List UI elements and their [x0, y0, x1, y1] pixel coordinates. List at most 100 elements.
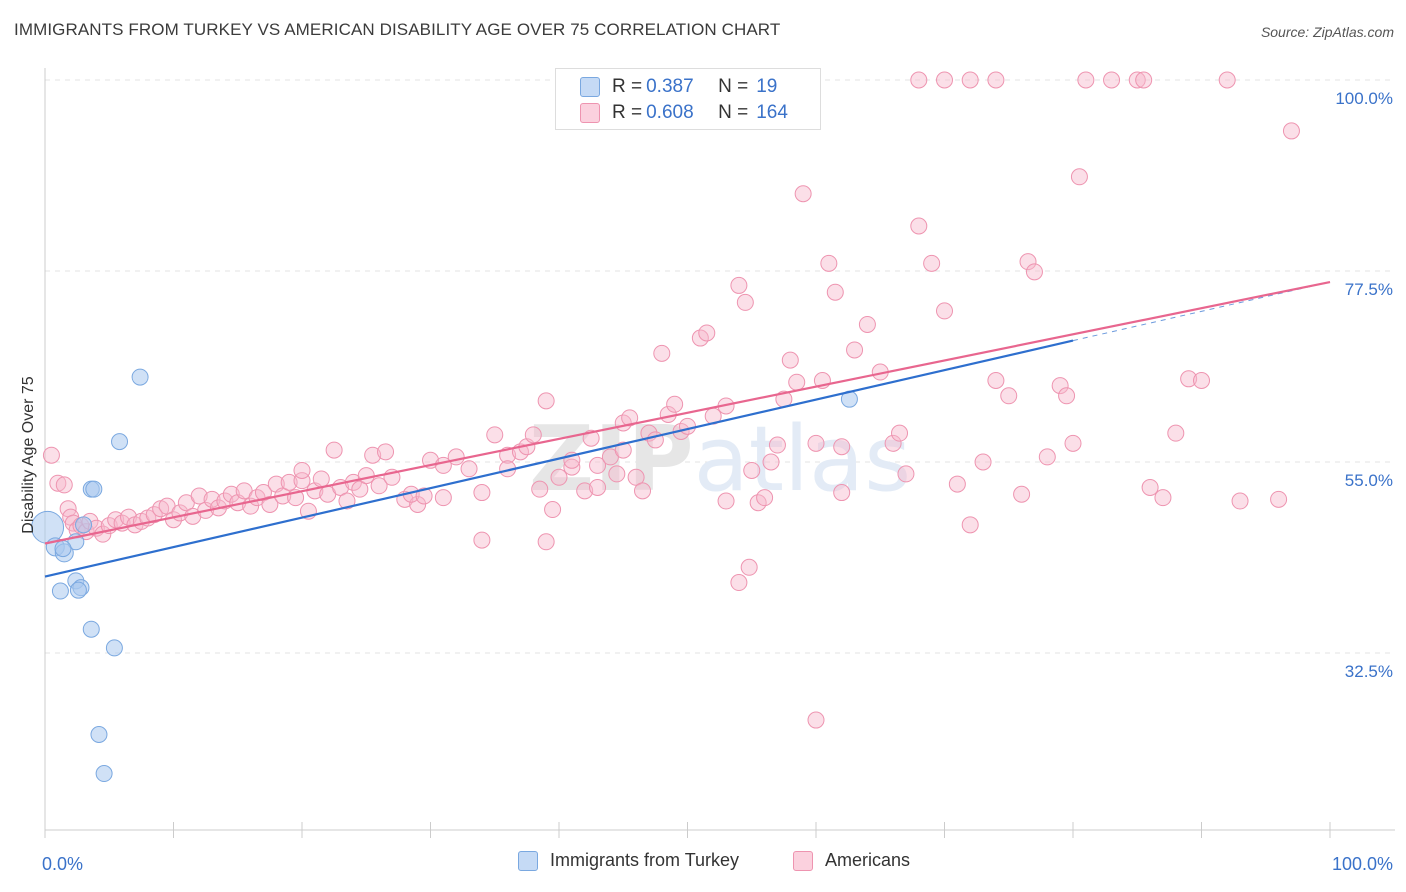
legend-n-value: 19: [756, 76, 778, 97]
legend-row-americans: R = 0.608 N = 164: [580, 100, 788, 126]
data-point-americans: [627, 468, 645, 486]
x-tick-label: 100.0%: [1332, 854, 1393, 874]
data-point-americans: [730, 574, 748, 592]
data-point-americans: [740, 558, 758, 576]
data-point-americans: [190, 487, 208, 505]
data-point-americans: [1038, 448, 1056, 466]
y-tick-label: 100.0%: [1335, 89, 1393, 108]
y-axis-label: Disability Age Over 75: [20, 376, 37, 534]
data-point-americans: [357, 467, 375, 485]
data-point-americans: [698, 324, 716, 342]
trend-line-turkey: [44, 339, 1074, 578]
y-tick-label: 55.0%: [1345, 471, 1393, 490]
data-point-americans: [736, 293, 754, 311]
data-point-americans: [730, 276, 748, 294]
data-point-americans: [1058, 387, 1076, 405]
data-point-americans: [1154, 489, 1172, 507]
data-point-americans: [351, 480, 369, 498]
data-point-americans: [1135, 71, 1153, 89]
data-point-americans: [415, 487, 433, 505]
data-point-americans: [762, 453, 780, 471]
legend-label-turkey: Immigrants from Turkey: [550, 850, 740, 870]
data-point-americans: [846, 341, 864, 359]
data-point-turkey: [69, 581, 87, 599]
data-point-americans: [473, 531, 491, 549]
data-point-americans: [293, 461, 311, 479]
data-point-americans: [576, 482, 594, 500]
data-point-turkey: [111, 433, 129, 451]
data-point-americans: [936, 71, 953, 89]
data-point-turkey: [82, 620, 100, 638]
legend-label-americans: Americans: [825, 850, 911, 870]
data-point-americans: [910, 71, 928, 89]
legend-row-turkey: R = 0.387 N = 19: [580, 74, 777, 100]
data-point-americans: [338, 492, 356, 510]
data-point-americans: [768, 436, 786, 454]
data-point-americans: [1167, 424, 1185, 442]
data-point-americans: [1000, 387, 1018, 405]
data-point-americans: [961, 516, 979, 534]
axes: [44, 68, 1395, 838]
data-point-americans: [1025, 263, 1043, 281]
data-point-americans: [486, 426, 504, 444]
data-point-americans: [1231, 492, 1249, 510]
turkey-points: [31, 368, 858, 783]
trend-line-americans: [44, 280, 1331, 545]
data-point-turkey: [95, 765, 113, 783]
data-point-americans: [833, 438, 851, 456]
data-point-americans: [544, 501, 562, 519]
data-point-americans: [1180, 370, 1198, 388]
data-point-americans: [987, 372, 1005, 390]
data-point-americans: [434, 489, 452, 507]
data-point-americans: [531, 480, 549, 498]
data-point-americans: [820, 254, 838, 272]
data-point-americans: [325, 441, 343, 459]
data-point-americans: [833, 484, 851, 502]
data-point-americans: [608, 465, 626, 483]
data-point-turkey: [105, 639, 123, 657]
data-point-americans: [961, 71, 979, 89]
legend-r-value: 0.387: [646, 76, 694, 97]
data-point-americans: [1051, 377, 1069, 395]
x-tick-label: 0.0%: [42, 854, 83, 874]
data-point-americans: [621, 409, 639, 427]
data-point-americans: [293, 472, 311, 490]
legend-r-value: 0.608: [646, 102, 694, 123]
data-point-americans: [807, 434, 825, 452]
legend-item-americans[interactable]: Americans: [793, 850, 910, 871]
data-point-americans: [145, 506, 163, 524]
data-point-americans: [1128, 71, 1146, 89]
tick-labels: 100.0% 77.5% 55.0% 32.5% 0.0% 100.0%: [42, 89, 1393, 874]
data-point-americans: [261, 495, 279, 513]
legend-swatch-blue: [518, 850, 538, 871]
data-point-americans: [280, 473, 298, 491]
data-point-americans: [948, 475, 966, 493]
series-legend: Immigrants from Turkey Americans: [0, 850, 1406, 880]
data-point-americans: [788, 373, 806, 391]
data-point-turkey: [54, 540, 72, 558]
data-point-americans: [826, 283, 844, 301]
source-label: Source: ZipAtlas.com: [1260, 24, 1394, 40]
data-point-americans: [473, 484, 491, 502]
data-point-turkey: [90, 725, 108, 743]
legend-swatch-pink: [580, 103, 600, 123]
data-point-americans: [858, 315, 876, 333]
data-point-americans: [377, 443, 395, 461]
data-point-americans: [936, 302, 953, 320]
data-point-americans: [460, 460, 478, 478]
data-point-americans: [717, 492, 735, 510]
data-point-americans: [634, 482, 652, 500]
data-point-americans: [910, 217, 928, 235]
data-point-americans: [312, 470, 330, 488]
data-point-americans: [524, 426, 542, 444]
legend-item-turkey[interactable]: Immigrants from Turkey: [518, 850, 739, 871]
data-point-americans: [666, 395, 684, 413]
data-point-americans: [756, 489, 774, 507]
data-point-americans: [897, 465, 915, 483]
data-point-americans: [1218, 71, 1236, 89]
data-point-americans: [1019, 253, 1037, 271]
data-point-americans: [1064, 434, 1082, 452]
data-point-americans: [987, 71, 1005, 89]
grid-lines: [45, 79, 1395, 654]
legend-n-value: 164: [756, 102, 788, 123]
